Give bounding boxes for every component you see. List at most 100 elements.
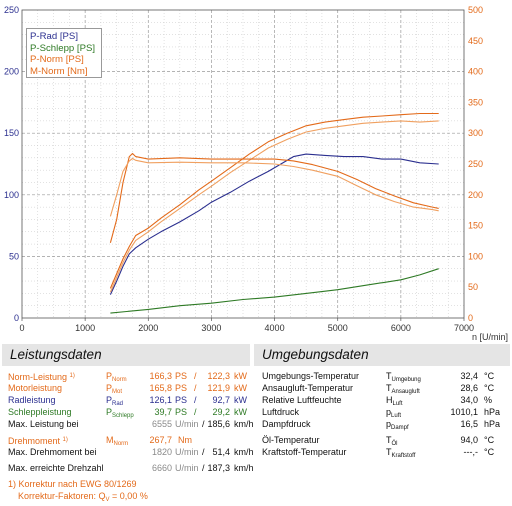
- umgebung-label: Umgebungs-Temperatur: [262, 371, 360, 381]
- umgebung-unit: hPa: [484, 407, 501, 417]
- umgebung-row: Dampfdruck pDampf 16,5 hPa: [262, 418, 508, 431]
- drehmoment-label: Drehmoment 1): [8, 436, 68, 446]
- y-right-tick-label: 450: [468, 36, 483, 46]
- umgebung-row: Relative Luftfeuchte HLuft 34,0%: [262, 394, 508, 407]
- max-leistung-label: Max. Leistung bei: [8, 419, 79, 429]
- schleppleistung-kw-unit: kW: [234, 407, 247, 417]
- series-line-2: [109, 112, 439, 289]
- max-drehzahl-rpm: 6660: [151, 463, 172, 473]
- max-leistung-rpm: 6555: [151, 419, 172, 429]
- y-left-tick-label: 150: [4, 128, 19, 138]
- umgebung-label: Relative Luftfeuchte: [262, 395, 342, 405]
- max-drehzahl-kmh: 187,3: [207, 463, 230, 473]
- drehmoment-unit: Nm: [178, 435, 192, 445]
- series-line-3: [109, 120, 439, 293]
- x-tick-label: 3000: [201, 323, 221, 333]
- umgebung-unit: °C: [484, 435, 495, 445]
- schleppleistung-row: Schleppleistung PSchlepp 39,7 PS / 29,2 …: [8, 406, 248, 419]
- y-left-tick-label: 0: [14, 313, 19, 323]
- max-drehmoment-sep: /: [202, 447, 205, 457]
- x-tick-label: 6000: [391, 323, 411, 333]
- umgebung-label: Luftdruck: [262, 407, 300, 417]
- motorleistung-symbol: PMot: [106, 383, 123, 395]
- y-left-tick-label: 200: [4, 67, 19, 77]
- norm-leistung-ps: 166,3: [149, 371, 172, 381]
- umgebung-value: 94,0: [460, 435, 478, 445]
- max-leistung-sep: /: [202, 419, 205, 429]
- chart-axes: 0 1000 2000 3000 4000 5000 6000 700005010015020…: [4, 5, 483, 333]
- max-drehzahl-label: Max. erreichte Drehzahl: [8, 463, 104, 473]
- umgebung-label: Öl-Temperatur: [262, 435, 320, 445]
- motorleistung-sep: /: [194, 383, 197, 393]
- y-right-tick-label: 150: [468, 221, 483, 231]
- y-right-tick-label: 200: [468, 190, 483, 200]
- radleistung-kw: 92,7: [212, 395, 230, 405]
- umgebung-symbol: TAnsaugluft: [386, 383, 420, 395]
- umgebungsdaten-panel: Umgebungsdaten Umgebungs-Temperatur TUmge…: [254, 344, 510, 494]
- legend-item-p-norm: P-Norm [PS]: [30, 54, 84, 65]
- umgebung-label: Dampfdruck: [262, 419, 311, 429]
- schleppleistung-sep: /: [194, 407, 197, 417]
- umgebung-symbol: TUmgebung: [386, 371, 421, 383]
- norm-leistung-ps-unit: PS: [175, 371, 188, 381]
- umgebung-unit: °C: [484, 447, 495, 457]
- series-line-5: [109, 157, 439, 217]
- x-axis-label: n [U/min]: [472, 332, 508, 342]
- drehmoment-value: 267,7: [149, 435, 172, 445]
- norm-leistung-row: Norm-Leistung 1) PNorm 166,3 PS / 122,3 …: [8, 370, 248, 383]
- x-tick-label: 7000: [454, 323, 474, 333]
- drehmoment-row: Drehmoment 1) MNorm 267,7 Nm: [8, 434, 248, 447]
- radleistung-label: Radleistung: [8, 395, 56, 405]
- umgebung-symbol: TÖl: [386, 435, 398, 447]
- max-drehmoment-kmh: 51,4: [212, 447, 230, 457]
- y-right-tick-label: 0: [468, 313, 473, 323]
- dyno-chart: 0 1000 2000 3000 4000 5000 6000 700005010015020…: [4, 5, 508, 342]
- max-drehzahl-sep: /: [202, 463, 205, 473]
- radleistung-symbol: PRad: [106, 395, 124, 407]
- umgebung-unit: %: [484, 395, 493, 405]
- plot-frame: [21, 9, 465, 319]
- max-leistung-rpm-unit: U/min: [175, 419, 199, 429]
- norm-leistung-kw: 122,3: [207, 371, 230, 381]
- max-drehzahl-kmh-unit: km/h: [234, 463, 254, 473]
- motorleistung-ps-unit: PS: [175, 383, 188, 393]
- umgebung-value: 16,5: [460, 419, 478, 429]
- schleppleistung-symbol: PSchlepp: [106, 407, 134, 419]
- max-drehmoment-rpm-unit: U/min: [175, 447, 199, 457]
- umgebung-symbol: pDampf: [386, 419, 409, 431]
- umgebung-row: Kraftstoff-Temperatur TKraftstoff ---,- °C: [262, 446, 508, 459]
- max-drehmoment-rpm: 1820: [151, 447, 172, 457]
- radleistung-row: Radleistung PRad 126,1 PS / 92,7 kW: [8, 394, 248, 407]
- norm-leistung-label: Norm-Leistung 1): [8, 372, 75, 382]
- norm-leistung-sep: /: [194, 371, 197, 381]
- drehmoment-symbol: MNorm: [106, 435, 129, 447]
- legend-item-p-rad: P-Rad [PS]: [30, 31, 78, 42]
- y-right-tick-label: 500: [468, 5, 483, 15]
- y-right-tick-label: 250: [468, 159, 483, 169]
- umgebung-row: Luftdruck pLuft 1010,1 hPa: [262, 406, 508, 419]
- umgebungsdaten-title: Umgebungsdaten: [254, 344, 510, 366]
- max-leistung-kmh: 185,6: [207, 419, 230, 429]
- umgebung-label: Kraftstoff-Temperatur: [262, 447, 347, 457]
- umgebung-row: Ansaugluft-Temperatur TAnsaugluft 28,6 °C: [262, 382, 508, 395]
- schleppleistung-label: Schleppleistung: [8, 407, 72, 417]
- umgebung-value: ---,-: [463, 447, 479, 457]
- max-drehzahl-rpm-unit: U/min: [175, 463, 199, 473]
- korrektur-faktoren: Korrektur-Faktoren: QV = 0,00 %: [18, 491, 148, 503]
- umgebung-unit: hPa: [484, 419, 501, 429]
- umgebung-unit: °C: [484, 371, 495, 381]
- series-line-4: [109, 152, 439, 243]
- legend-item-p-schlepp: P-Schlepp [PS]: [30, 42, 96, 54]
- umgebung-value: 28,6: [460, 383, 478, 393]
- y-right-tick-label: 400: [468, 67, 483, 77]
- motorleistung-kw-unit: kW: [234, 383, 247, 393]
- leistungsdaten-title: Leistungsdaten: [2, 344, 250, 366]
- max-drehmoment-label: Max. Drehmoment bei: [8, 447, 97, 457]
- chart-legend: P-Rad [PS] P-Schlepp [PS] P-Norm [PS] M-…: [26, 28, 102, 78]
- schleppleistung-ps-unit: PS: [175, 407, 188, 417]
- motorleistung-kw: 121,9: [207, 383, 230, 393]
- max-drehmoment-row: Max. Drehmoment bei 1820 U/min / 51,4 km…: [8, 446, 254, 458]
- umgebung-unit: °C: [484, 383, 495, 393]
- motorleistung-row: Motorleistung PMot 165,8 PS / 121,9 kW: [8, 382, 248, 395]
- x-tick-label: 0: [19, 323, 24, 333]
